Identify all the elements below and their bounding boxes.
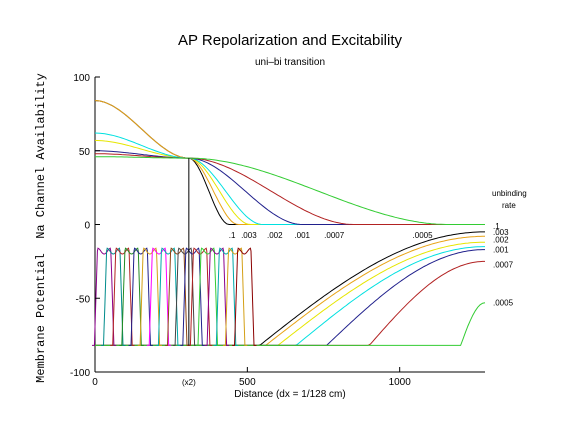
action-potential [213,247,239,346]
availability-curve [94,139,485,225]
action-potential [110,247,135,346]
legend-entry: .001 [493,246,509,255]
action-potential [101,247,126,346]
availability-curve [95,156,485,225]
legend-entry: .0005 [493,299,514,308]
recovery-curve [95,260,485,346]
availability-curve [94,132,485,225]
recovery-curve [95,302,486,346]
chart-subtitle: uni–bi transition [254,57,326,68]
action-potential [172,247,198,346]
action-potential [187,247,213,346]
action-potential [232,247,257,346]
x-tick-label: 500 [239,377,256,388]
availability-curve [95,153,485,225]
availability-curve [94,100,485,225]
action-potential [146,247,172,346]
y-tick-label: 100 [73,73,90,84]
action-potential [155,247,181,346]
availability-label: .002 [267,231,283,240]
availability-label: .0007 [324,231,345,240]
action-potential [165,247,190,346]
action-potential [180,247,205,346]
recovery-curve [95,249,485,346]
series-layer [92,100,486,346]
legend-entry: .003 [493,228,509,237]
availability-label: .003 [241,231,257,240]
x-tick-label-extra: (x2) [182,378,196,387]
legend-entry: .0007 [493,260,514,269]
availability-label: .001 [294,231,310,240]
legend-entry: .1 [493,222,500,231]
y-tick-label: -100 [70,368,90,379]
recovery-curve [95,246,485,346]
y-tick-label: 50 [79,147,91,158]
availability-curve [94,100,485,225]
action-potential [195,247,220,346]
availability-label: .0005 [413,231,434,240]
chart-title: AP Repolarization and Excitability [177,32,402,49]
y-tick-label: -50 [76,294,91,305]
action-potential [223,247,248,346]
y-tick-label: 0 [84,221,90,232]
action-potential [128,247,153,346]
action-potential [137,247,162,346]
x-tick-label: 0 [92,377,98,388]
x-tick-label: 1000 [389,377,412,388]
legend-title-line2: rate [502,201,516,210]
action-potential [92,247,117,346]
availability-curve [95,150,485,225]
action-potential [119,247,144,346]
availability-label: .1 [229,231,236,240]
legend-title-line1: unbinding [492,189,527,198]
label-layer: .1.003.002.001.0007.0005unbindingrate.1.… [229,189,527,308]
legend-entry: .002 [493,235,509,244]
x-axis-label: Distance (dx = 1/128 cm) [234,389,345,400]
action-potential [204,247,230,346]
